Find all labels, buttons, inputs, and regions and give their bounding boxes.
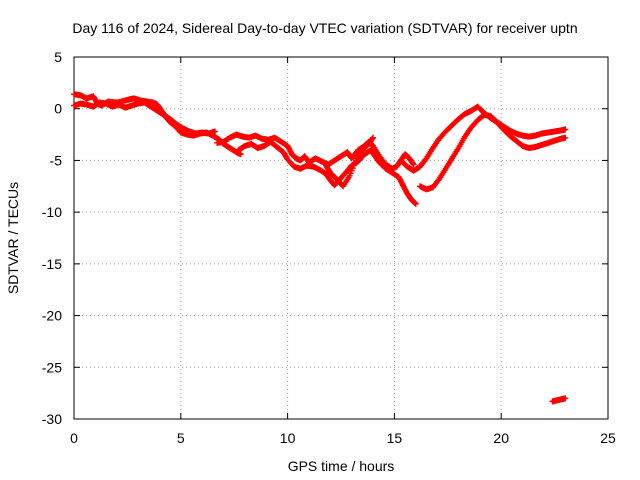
- data-point: [211, 128, 218, 135]
- x-tick-label: 15: [387, 430, 403, 446]
- series-trace-f: [397, 103, 569, 174]
- data-point: [409, 160, 416, 167]
- y-tick-label: -30: [42, 411, 62, 427]
- y-tick-label: -25: [42, 359, 62, 375]
- data-point: [410, 161, 417, 168]
- data-point: [562, 395, 569, 402]
- data-point: [370, 134, 377, 141]
- data-point: [237, 151, 244, 158]
- chart-title: Day 116 of 2024, Sidereal Day-to-day VTE…: [72, 20, 577, 36]
- grid: [74, 57, 608, 419]
- series-trace-d: [235, 138, 419, 207]
- series-trace-g: [417, 111, 569, 193]
- y-tick-label: 5: [54, 49, 62, 65]
- x-tick-label: 0: [70, 430, 78, 446]
- x-tick-label: 10: [280, 430, 296, 446]
- y-axis-ticks: 5 0 -5 -10 -15 -20 -25 -30: [42, 49, 608, 427]
- series-trace-h: [549, 395, 569, 405]
- y-tick-label: -10: [42, 204, 62, 220]
- x-tick-label: 20: [493, 430, 509, 446]
- series-trace-b: [71, 99, 218, 137]
- x-tick-label: 25: [600, 430, 616, 446]
- y-axis-label: SDTVAR / TECUs: [5, 182, 21, 294]
- x-tick-label: 5: [177, 430, 185, 446]
- data-point: [562, 126, 569, 133]
- y-tick-label: -5: [50, 152, 63, 168]
- data-point: [412, 200, 419, 207]
- data-point: [562, 134, 569, 141]
- x-axis-ticks: 0 5 10 15 20 25: [70, 57, 616, 446]
- data-series: [71, 91, 569, 405]
- plot-frame: [73, 56, 609, 420]
- series-trace-e: [323, 134, 377, 190]
- y-tick-label: -20: [42, 308, 62, 324]
- y-tick-label: 0: [54, 101, 62, 117]
- x-axis-label: GPS time / hours: [288, 458, 395, 474]
- y-tick-label: -15: [42, 256, 62, 272]
- data-point: [369, 135, 376, 142]
